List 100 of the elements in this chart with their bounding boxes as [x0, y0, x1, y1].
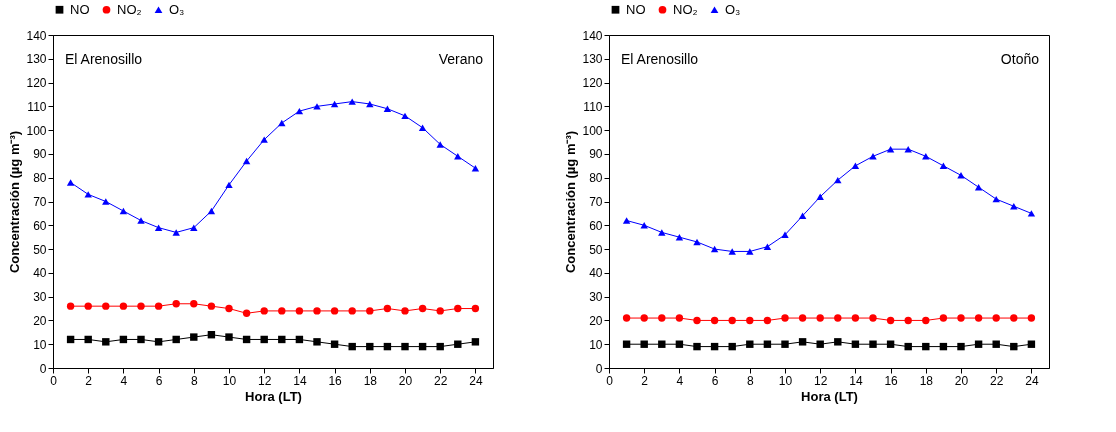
point	[798, 338, 807, 346]
point	[383, 304, 392, 313]
point	[225, 181, 233, 189]
point	[401, 307, 409, 315]
point	[278, 119, 286, 127]
point	[622, 217, 631, 224]
point	[366, 342, 374, 351]
point	[939, 162, 948, 170]
point	[313, 103, 321, 110]
legend-label: NO	[70, 1, 90, 17]
point	[84, 191, 92, 198]
point	[851, 162, 860, 170]
point	[710, 245, 719, 253]
point	[102, 338, 110, 346]
point	[190, 224, 198, 231]
point	[658, 229, 666, 236]
point	[781, 231, 789, 239]
y-tick-label: 130	[26, 52, 47, 67]
y-tick-label: 140	[582, 28, 603, 43]
point	[366, 100, 374, 108]
point	[119, 302, 128, 310]
point	[693, 316, 701, 325]
point	[348, 307, 356, 315]
point	[1027, 210, 1036, 217]
x-tick-label: 18	[363, 373, 378, 388]
point	[1010, 342, 1018, 351]
point	[798, 212, 807, 219]
point	[816, 193, 824, 200]
x-tick-label: 12	[814, 373, 828, 388]
point	[904, 316, 912, 325]
point	[207, 207, 216, 215]
y-tick-label: 130	[582, 52, 603, 67]
x-tick-label: 0	[606, 373, 614, 388]
y-tick-label: 60	[33, 218, 47, 233]
point	[154, 302, 163, 310]
y-tick-label: 100	[26, 123, 47, 138]
point	[904, 342, 912, 351]
y-tick-label: 70	[33, 195, 47, 209]
point	[675, 314, 684, 322]
point	[658, 340, 666, 348]
point	[190, 300, 198, 308]
point	[278, 307, 286, 315]
y-tick-label: 140	[26, 28, 47, 43]
point	[119, 207, 128, 215]
point	[137, 217, 145, 224]
point	[728, 316, 736, 325]
point	[260, 307, 268, 315]
y-axis-title: Concentración (µg m⁻³)	[563, 130, 579, 274]
y-tick-label: 0	[39, 361, 47, 376]
legend-label: NO₂	[117, 1, 142, 17]
x-tick-label: 4	[676, 373, 684, 388]
point	[693, 238, 701, 246]
point	[693, 342, 701, 351]
x-tick-label: 14	[849, 373, 863, 388]
point	[957, 314, 965, 322]
x-tick-label: 22	[990, 373, 1004, 388]
y-tick-label: 50	[33, 242, 47, 257]
point	[746, 316, 754, 325]
x-tick-label: 24	[1025, 373, 1039, 388]
point	[137, 335, 145, 344]
point	[869, 314, 877, 322]
point	[172, 300, 180, 308]
x-tick-label: 20	[954, 373, 969, 388]
point	[886, 316, 895, 325]
legend-label: NO	[626, 1, 646, 17]
point	[383, 105, 392, 112]
x-tick-label: 16	[884, 373, 899, 388]
y-tick-label: 40	[589, 266, 603, 281]
point	[1027, 314, 1036, 322]
point	[746, 248, 754, 255]
point	[172, 335, 180, 344]
point	[454, 304, 462, 313]
x-tick-label: 8	[190, 373, 198, 388]
point	[260, 335, 268, 344]
point	[436, 141, 444, 148]
point	[622, 314, 631, 322]
annotation: El Arenosillo	[65, 51, 143, 67]
point	[939, 314, 948, 322]
y-tick-label: 120	[582, 76, 603, 91]
x-tick-label: 24	[469, 373, 483, 388]
point	[154, 338, 163, 346]
point	[816, 340, 824, 348]
point	[763, 316, 772, 325]
y-tick-label: 90	[589, 147, 603, 162]
y-tick-label: 30	[589, 290, 603, 305]
point	[84, 335, 92, 344]
point	[640, 340, 648, 348]
y-tick-label: 20	[589, 313, 603, 328]
point	[851, 314, 860, 322]
point	[992, 314, 1000, 322]
y-tick-label: 60	[589, 218, 603, 233]
point	[330, 307, 339, 315]
point	[992, 340, 1000, 348]
x-tick-label: 10	[222, 373, 237, 388]
point	[366, 307, 374, 315]
legend-label: NO₂	[673, 1, 698, 17]
point	[418, 304, 427, 313]
point	[225, 304, 233, 313]
point	[728, 342, 736, 351]
point	[102, 302, 110, 310]
